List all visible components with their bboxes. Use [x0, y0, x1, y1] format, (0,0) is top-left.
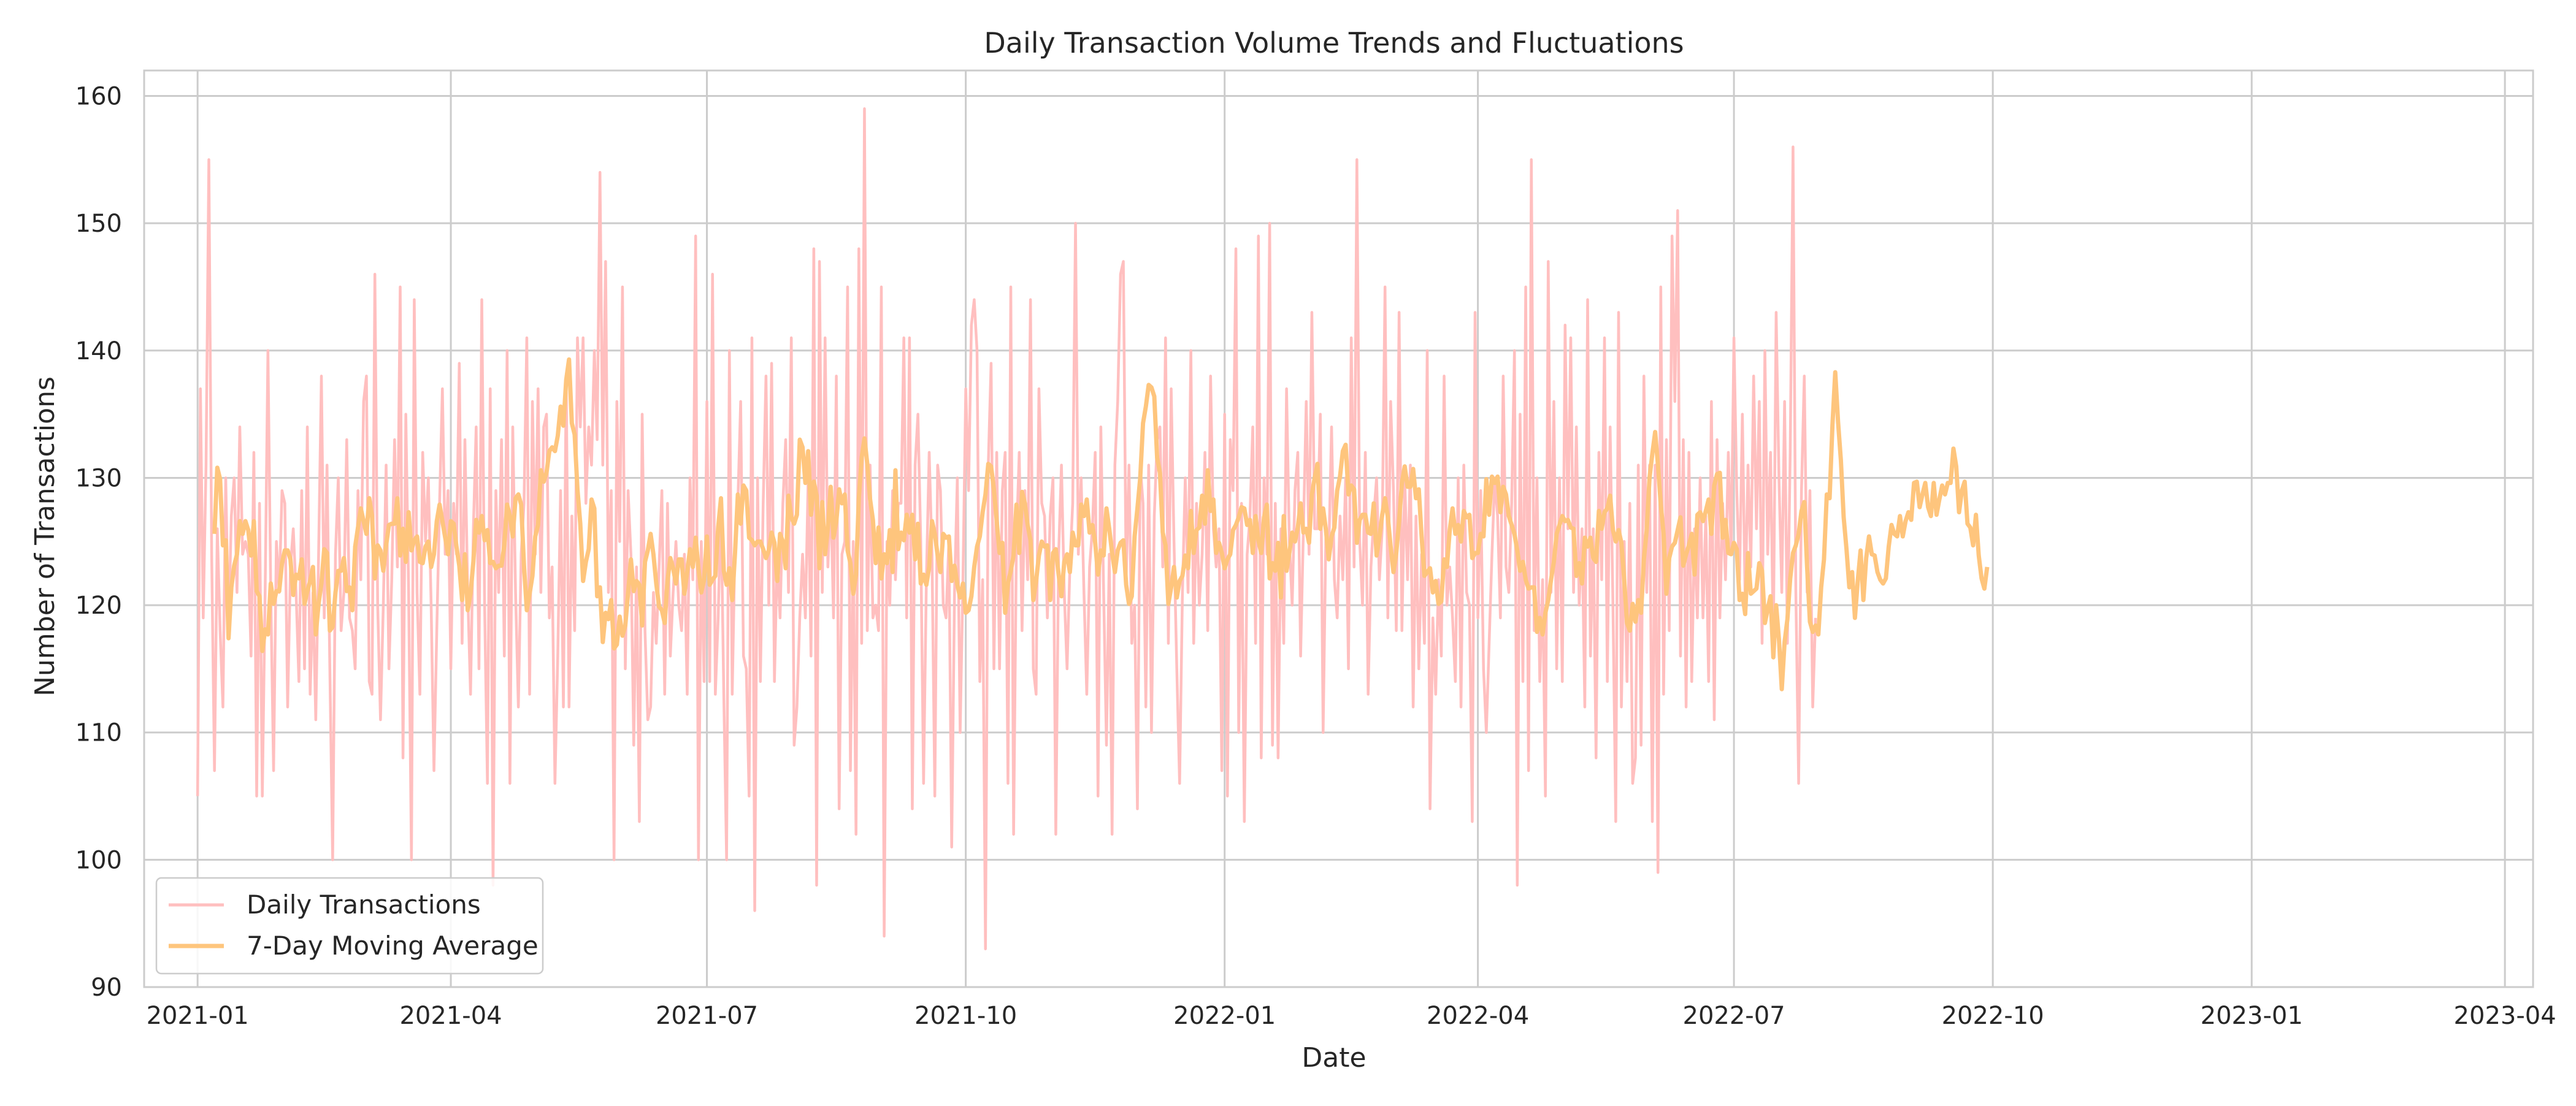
y-tick-label: 90 — [91, 974, 122, 1002]
legend-label-moving-average: 7-Day Moving Average — [247, 931, 539, 961]
y-tick-label: 160 — [75, 83, 122, 111]
y-axis-title: Number of Transactions — [29, 376, 61, 696]
y-tick-label: 140 — [75, 337, 122, 365]
x-axis-title: Date — [1301, 1042, 1366, 1074]
y-tick-label: 110 — [75, 719, 122, 747]
chart-title: Daily Transaction Volume Trends and Fluc… — [984, 26, 1684, 59]
series-layer — [196, 107, 1990, 950]
x-tick-label: 2023-04 — [2454, 1002, 2556, 1030]
y-tick-label: 100 — [75, 846, 122, 874]
legend: Daily Transactions 7-Day Moving Average — [155, 877, 544, 975]
x-tick-label: 2023-01 — [2201, 1002, 2303, 1030]
x-tick-label: 2021-04 — [399, 1002, 502, 1030]
x-tick-label: 2021-01 — [147, 1002, 249, 1030]
series-line-moving-average — [212, 357, 1990, 692]
x-tick-label: 2021-07 — [656, 1002, 758, 1030]
y-tick-label: 150 — [75, 210, 122, 238]
y-tick-label: 120 — [75, 592, 122, 620]
tick-labels: 2021-01 2021-04 2021-07 2021-10 2022-01 2022-… — [75, 83, 2556, 1030]
x-tick-label: 2022-10 — [1942, 1002, 2044, 1030]
y-tick-label: 130 — [75, 464, 122, 492]
legend-label-daily-transactions: Daily Transactions — [247, 890, 481, 920]
legend-box — [155, 877, 544, 975]
x-tick-label: 2022-07 — [1683, 1002, 1785, 1030]
x-tick-label: 2022-01 — [1173, 1002, 1276, 1030]
x-tick-label: 2021-10 — [914, 1002, 1017, 1030]
plot-area-frame — [143, 69, 2534, 988]
x-tick-label: 2022-04 — [1427, 1002, 1529, 1030]
